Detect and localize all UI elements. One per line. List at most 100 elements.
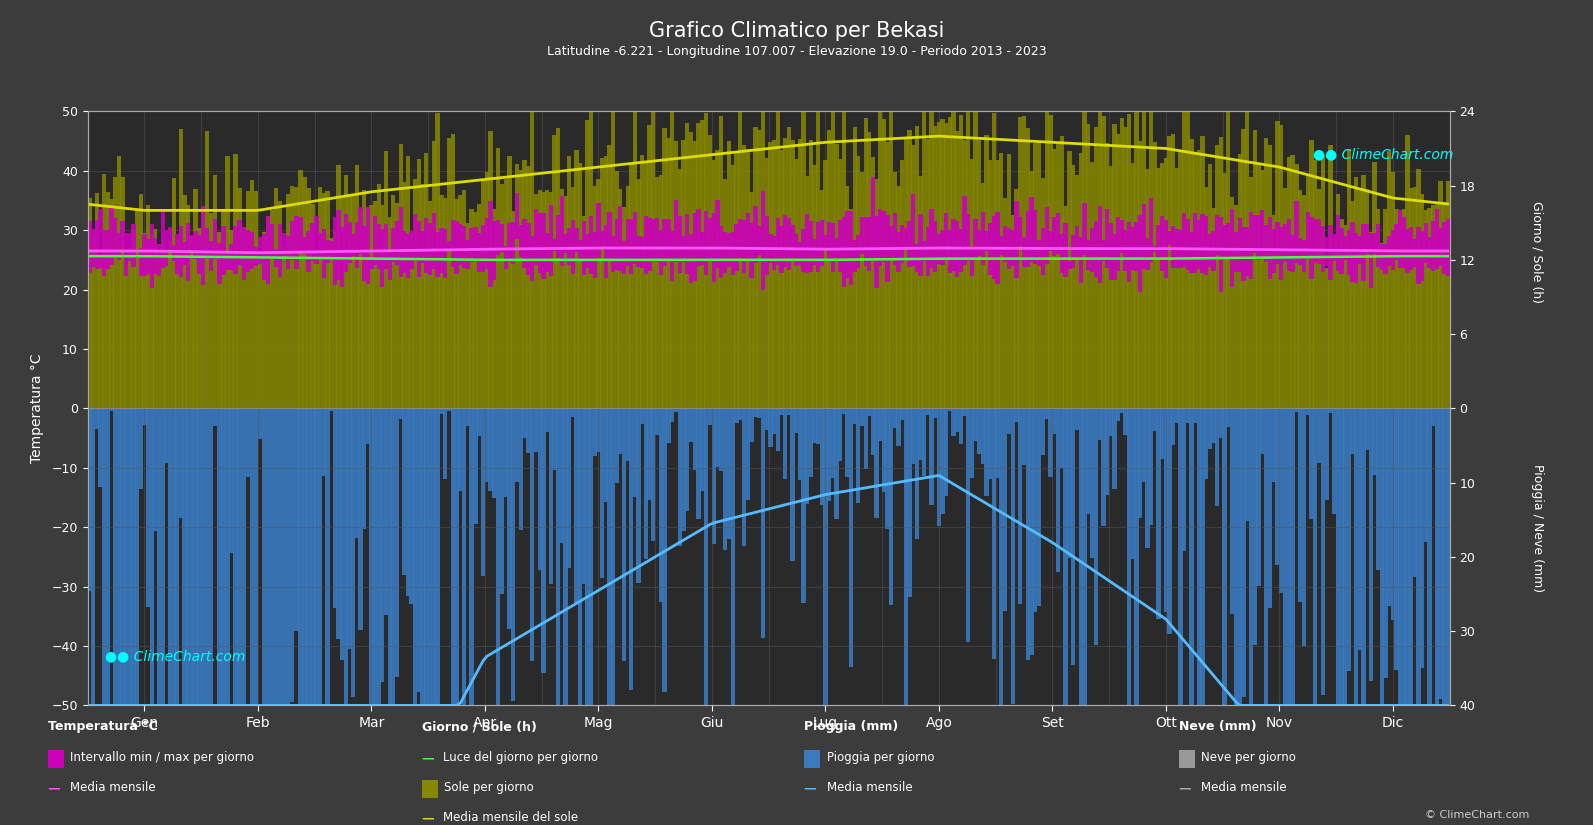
Bar (287, 408, 290, 705)
Bar (878, 210, 883, 266)
Bar (827, 130, 832, 408)
Bar (481, 181, 486, 408)
Bar (782, 408, 787, 479)
Bar (1185, 219, 1190, 270)
Bar (604, 156, 609, 408)
Bar (889, 111, 894, 408)
Bar (567, 229, 572, 266)
Bar (883, 408, 886, 492)
Bar (655, 408, 660, 436)
Bar (607, 212, 612, 261)
Bar (556, 215, 561, 258)
Bar (1222, 408, 1227, 705)
Bar (585, 234, 589, 267)
Bar (663, 408, 667, 692)
Bar (564, 196, 567, 408)
Bar (507, 408, 511, 629)
Bar (1268, 145, 1273, 408)
Bar (1149, 111, 1153, 408)
Bar (1106, 144, 1109, 408)
Bar (1098, 408, 1102, 441)
Bar (500, 408, 503, 593)
Bar (1182, 111, 1187, 408)
Bar (266, 216, 271, 408)
Text: ●● ClimeChart.com: ●● ClimeChart.com (1314, 147, 1454, 161)
Bar (406, 156, 409, 408)
Bar (489, 408, 492, 491)
Bar (860, 172, 863, 408)
Bar (1391, 172, 1395, 408)
Bar (492, 221, 497, 280)
Bar (726, 408, 731, 539)
Text: ─: ─ (48, 780, 59, 799)
Bar (279, 408, 282, 705)
Bar (190, 237, 194, 408)
Bar (322, 408, 327, 475)
Bar (429, 408, 432, 705)
Bar (91, 408, 96, 705)
Bar (570, 408, 575, 417)
Bar (1354, 233, 1359, 283)
Bar (401, 231, 406, 273)
Text: Giorno / Sole (h): Giorno / Sole (h) (422, 720, 537, 733)
Bar (940, 119, 945, 408)
Bar (465, 223, 470, 408)
Bar (201, 206, 205, 408)
Bar (951, 219, 956, 271)
Bar (417, 408, 421, 691)
Bar (889, 408, 894, 605)
Bar (1029, 171, 1034, 408)
Bar (183, 242, 186, 265)
Bar (589, 408, 593, 705)
Bar (1313, 160, 1317, 408)
Bar (424, 408, 429, 705)
Bar (875, 179, 879, 408)
Bar (1317, 408, 1321, 463)
Bar (325, 191, 330, 408)
Bar (911, 145, 916, 408)
Bar (205, 229, 209, 257)
Bar (855, 234, 860, 268)
Bar (1340, 219, 1344, 408)
Bar (883, 211, 886, 262)
Bar (1007, 408, 1012, 434)
Bar (666, 408, 671, 443)
Bar (1034, 210, 1037, 264)
Bar (1201, 135, 1204, 408)
Bar (1145, 408, 1150, 549)
Bar (926, 227, 930, 276)
Bar (852, 408, 857, 424)
Bar (1056, 214, 1061, 254)
Bar (1373, 163, 1376, 408)
Bar (1078, 153, 1083, 408)
Bar (1282, 408, 1287, 705)
Bar (1438, 408, 1443, 699)
Bar (99, 209, 102, 268)
Bar (585, 408, 589, 705)
Bar (258, 238, 261, 264)
Bar (1215, 408, 1219, 507)
Bar (462, 408, 467, 705)
Bar (1117, 134, 1120, 408)
Bar (1282, 224, 1287, 262)
Bar (282, 408, 287, 705)
Bar (1271, 229, 1276, 273)
Bar (965, 111, 970, 408)
Bar (875, 216, 879, 288)
Bar (303, 238, 306, 254)
Bar (1142, 408, 1145, 482)
Bar (1260, 408, 1265, 454)
Bar (1233, 408, 1238, 705)
Bar (768, 233, 773, 263)
Bar (1090, 408, 1094, 559)
Bar (1435, 408, 1438, 705)
Bar (1059, 408, 1064, 468)
Bar (1279, 227, 1284, 280)
Bar (1324, 237, 1329, 266)
Bar (1290, 235, 1295, 272)
Bar (838, 158, 843, 408)
Bar (1106, 209, 1109, 267)
Bar (511, 211, 516, 408)
Bar (696, 209, 701, 266)
Bar (1287, 219, 1290, 271)
